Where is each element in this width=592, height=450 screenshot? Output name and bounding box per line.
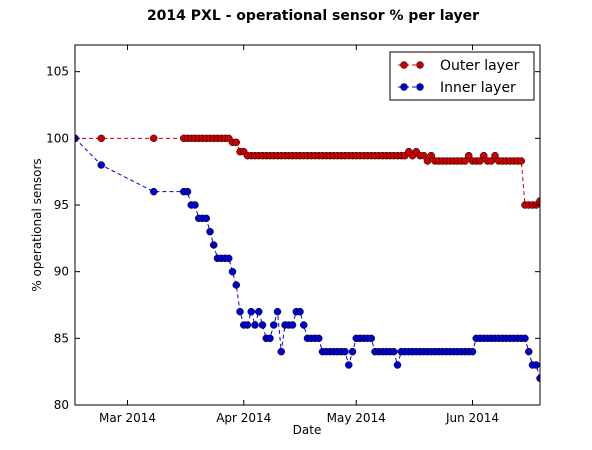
data-point bbox=[393, 361, 402, 369]
legend-marker-inner bbox=[400, 83, 408, 91]
data-point bbox=[270, 321, 278, 329]
data-point bbox=[228, 267, 237, 276]
data-point bbox=[532, 361, 540, 369]
data-point bbox=[468, 347, 477, 356]
y-tick-label: 80 bbox=[54, 398, 69, 412]
data-point bbox=[258, 321, 267, 329]
axes: 80 85 90 95 100 105 Mar 2014 Apr 2014 May 2014 Ju… bbox=[46, 45, 540, 425]
series-outer bbox=[75, 134, 540, 209]
plot-area bbox=[75, 134, 540, 383]
legend-label-inner: Inner layer bbox=[440, 80, 516, 96]
y-tick-label: 95 bbox=[54, 198, 69, 212]
data-point bbox=[202, 214, 210, 223]
data-point bbox=[251, 321, 259, 329]
data-point bbox=[191, 201, 199, 209]
data-point bbox=[232, 281, 240, 289]
data-point bbox=[367, 334, 375, 343]
data-point bbox=[427, 151, 435, 160]
data-point bbox=[296, 307, 304, 316]
data-point bbox=[266, 334, 274, 343]
data-point bbox=[150, 187, 158, 196]
x-tick-label: Apr 2014 bbox=[216, 411, 271, 425]
x-tick-label: Mar 2014 bbox=[99, 411, 156, 425]
series-inner bbox=[75, 134, 540, 383]
x-tick-label: Jun 2014 bbox=[445, 411, 499, 425]
data-point bbox=[521, 334, 529, 343]
data-point bbox=[390, 347, 398, 356]
data-point bbox=[243, 321, 252, 329]
y-axis-label: % operational sensors bbox=[30, 158, 44, 291]
y-tick-label: 90 bbox=[54, 265, 69, 279]
data-point bbox=[232, 138, 240, 147]
data-point bbox=[348, 347, 357, 356]
data-point bbox=[315, 334, 323, 343]
series-line bbox=[75, 137, 540, 206]
x-axis-label: Date bbox=[293, 423, 322, 437]
legend-marker-outer bbox=[416, 61, 424, 69]
data-point bbox=[517, 157, 525, 165]
plot-frame bbox=[74, 44, 541, 406]
data-point bbox=[255, 307, 263, 316]
data-point bbox=[236, 307, 244, 316]
data-point bbox=[461, 157, 469, 165]
data-point bbox=[525, 347, 533, 356]
chart-title: 2014 PXL - operational sensor % per laye… bbox=[147, 8, 479, 24]
data-point bbox=[536, 197, 540, 205]
y-tick-label: 85 bbox=[54, 331, 69, 345]
data-point bbox=[277, 347, 285, 356]
data-point bbox=[247, 307, 255, 316]
legend-label-outer: Outer layer bbox=[440, 58, 520, 74]
data-point bbox=[183, 187, 192, 196]
series-line bbox=[75, 137, 540, 379]
legend-box bbox=[389, 51, 535, 101]
legend-marker-inner bbox=[416, 83, 424, 91]
data-point bbox=[345, 361, 353, 369]
x-tick-label: May 2014 bbox=[327, 411, 386, 425]
data-point bbox=[288, 321, 297, 329]
data-point bbox=[273, 307, 282, 316]
data-point bbox=[225, 254, 233, 263]
data-point bbox=[341, 347, 349, 356]
data-point bbox=[480, 151, 488, 160]
data-point bbox=[536, 374, 540, 383]
data-point bbox=[420, 151, 428, 160]
data-point bbox=[423, 157, 432, 165]
data-point bbox=[97, 134, 105, 143]
data-point bbox=[491, 151, 499, 160]
legend: Outer layer Inner layer bbox=[389, 51, 535, 101]
data-point bbox=[206, 227, 214, 236]
data-point bbox=[476, 157, 484, 165]
data-point bbox=[487, 157, 495, 165]
data-point bbox=[300, 321, 308, 329]
y-tick-label: 100 bbox=[46, 131, 69, 145]
legend-marker-outer bbox=[400, 61, 408, 69]
y-tick-label: 105 bbox=[46, 65, 69, 79]
data-point bbox=[97, 161, 105, 169]
data-point bbox=[150, 134, 158, 143]
data-point bbox=[465, 151, 473, 160]
data-point bbox=[210, 241, 218, 249]
